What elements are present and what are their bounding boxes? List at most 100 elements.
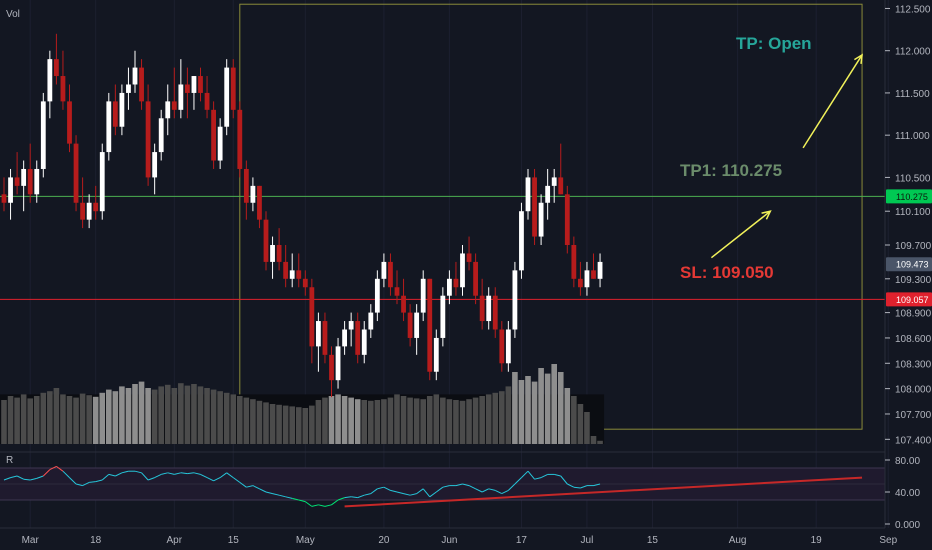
- volume-bar: [92, 396, 99, 444]
- volume-bar: [394, 394, 400, 444]
- volume-bar: [512, 372, 518, 444]
- volume-bar: [269, 404, 276, 444]
- candle-body: [302, 278, 308, 288]
- rsi-segment: [206, 477, 214, 482]
- volume-bar: [33, 396, 40, 444]
- candle-body: [132, 67, 138, 85]
- volume-bar: [544, 373, 551, 444]
- candle: [460, 245, 465, 296]
- candle-body: [191, 76, 197, 93]
- rsi-segment: [573, 486, 581, 489]
- candle-body: [54, 59, 59, 77]
- price-tick-label: 108.600: [895, 334, 932, 345]
- rsi-segment: [82, 481, 90, 487]
- arrows-layer[interactable]: [710, 53, 863, 259]
- candle-body: [263, 219, 269, 262]
- candle-body: [388, 261, 393, 288]
- volume-bar: [466, 399, 472, 444]
- candle: [453, 261, 459, 296]
- price-tick-label: 108.300: [895, 359, 932, 370]
- price-tick-label: 112.000: [895, 47, 931, 58]
- volume-bar: [407, 397, 413, 444]
- candle-body: [67, 101, 72, 144]
- candle-body: [440, 295, 446, 338]
- candle: [564, 185, 570, 254]
- rsi-tick-label: 80.00: [895, 456, 920, 467]
- price-tag-label-last: 109.473: [896, 260, 929, 270]
- candle-body: [394, 287, 400, 296]
- candle-body: [453, 278, 459, 288]
- tp-open-annotation[interactable]: TP: Open: [736, 34, 812, 53]
- rsi-segment: [42, 469, 51, 477]
- candle: [302, 270, 308, 296]
- rsi-segment: [344, 496, 352, 499]
- candle-body: [401, 295, 406, 313]
- candle-body: [276, 245, 282, 262]
- rsi-segment: [219, 472, 227, 479]
- volume-bar: [250, 399, 256, 444]
- candle: [8, 168, 13, 220]
- volume-bar: [315, 400, 322, 444]
- volume-bar: [79, 393, 86, 444]
- candle: [106, 92, 112, 161]
- volume-bar: [557, 372, 564, 444]
- rsi-segment: [36, 475, 44, 479]
- volume-bar: [164, 384, 171, 444]
- volume-bar: [60, 394, 66, 444]
- price-tags: 110.275 109.473 109.057: [886, 189, 932, 307]
- rsi-segment: [147, 477, 155, 481]
- rsi-segment: [351, 496, 358, 499]
- candle-body: [564, 194, 570, 246]
- candle: [427, 278, 433, 381]
- volume-bar: [426, 396, 433, 444]
- rsi-segment: [121, 470, 129, 474]
- volume-bar: [597, 440, 603, 444]
- volume-bar: [309, 405, 315, 444]
- candle-body: [204, 92, 210, 110]
- candle: [512, 261, 518, 338]
- candle-body: [355, 321, 361, 355]
- candle-body: [538, 202, 544, 237]
- rsi-segment: [383, 486, 391, 491]
- volume-bar: [472, 397, 479, 444]
- volume-bar: [289, 406, 295, 444]
- rsi-segment: [580, 485, 588, 489]
- volume-bar: [322, 397, 328, 444]
- date-label: Apr: [167, 535, 183, 546]
- volume-bar: [335, 394, 341, 444]
- rsi-segment: [49, 465, 57, 471]
- candle-body: [578, 278, 583, 288]
- candle: [270, 236, 275, 279]
- candle-body: [73, 143, 79, 203]
- rsi-segment: [436, 486, 444, 493]
- candle-body: [40, 101, 46, 169]
- candle-body: [433, 337, 439, 372]
- candle-body: [427, 278, 433, 372]
- price-axis[interactable]: 112.500 112.000 111.500 111.000 110.500 110.1…: [885, 4, 932, 446]
- volume-bar: [217, 391, 223, 444]
- volume-bar: [381, 399, 387, 444]
- price-tick-label: 108.000: [895, 385, 932, 396]
- time-axis[interactable]: Mar 18 Apr 15 May 20 Jun 17 Jul 15 Aug 19 Sep: [22, 535, 898, 546]
- candle: [243, 160, 249, 220]
- price-tick-label: 111.000: [895, 131, 930, 142]
- candle: [139, 59, 144, 110]
- candle: [99, 143, 105, 220]
- candle: [178, 59, 184, 119]
- candle: [119, 84, 125, 136]
- tp1-annotation[interactable]: TP1: 110.275: [680, 161, 782, 180]
- horizontal-lines[interactable]: [0, 195, 885, 300]
- candle: [145, 84, 151, 186]
- volume-bar: [420, 399, 426, 444]
- candle-body: [60, 76, 66, 102]
- candle: [73, 135, 79, 212]
- rsi-segment: [560, 475, 568, 485]
- rsi-axis[interactable]: 80.00 40.00 0.000: [885, 456, 920, 531]
- rsi-segment: [442, 485, 450, 488]
- candle-body: [178, 84, 184, 110]
- candle-body: [145, 101, 151, 178]
- sl-annotation[interactable]: SL: 109.050: [680, 263, 774, 282]
- candle: [316, 312, 321, 372]
- price-tick-label: 110.500: [895, 173, 931, 184]
